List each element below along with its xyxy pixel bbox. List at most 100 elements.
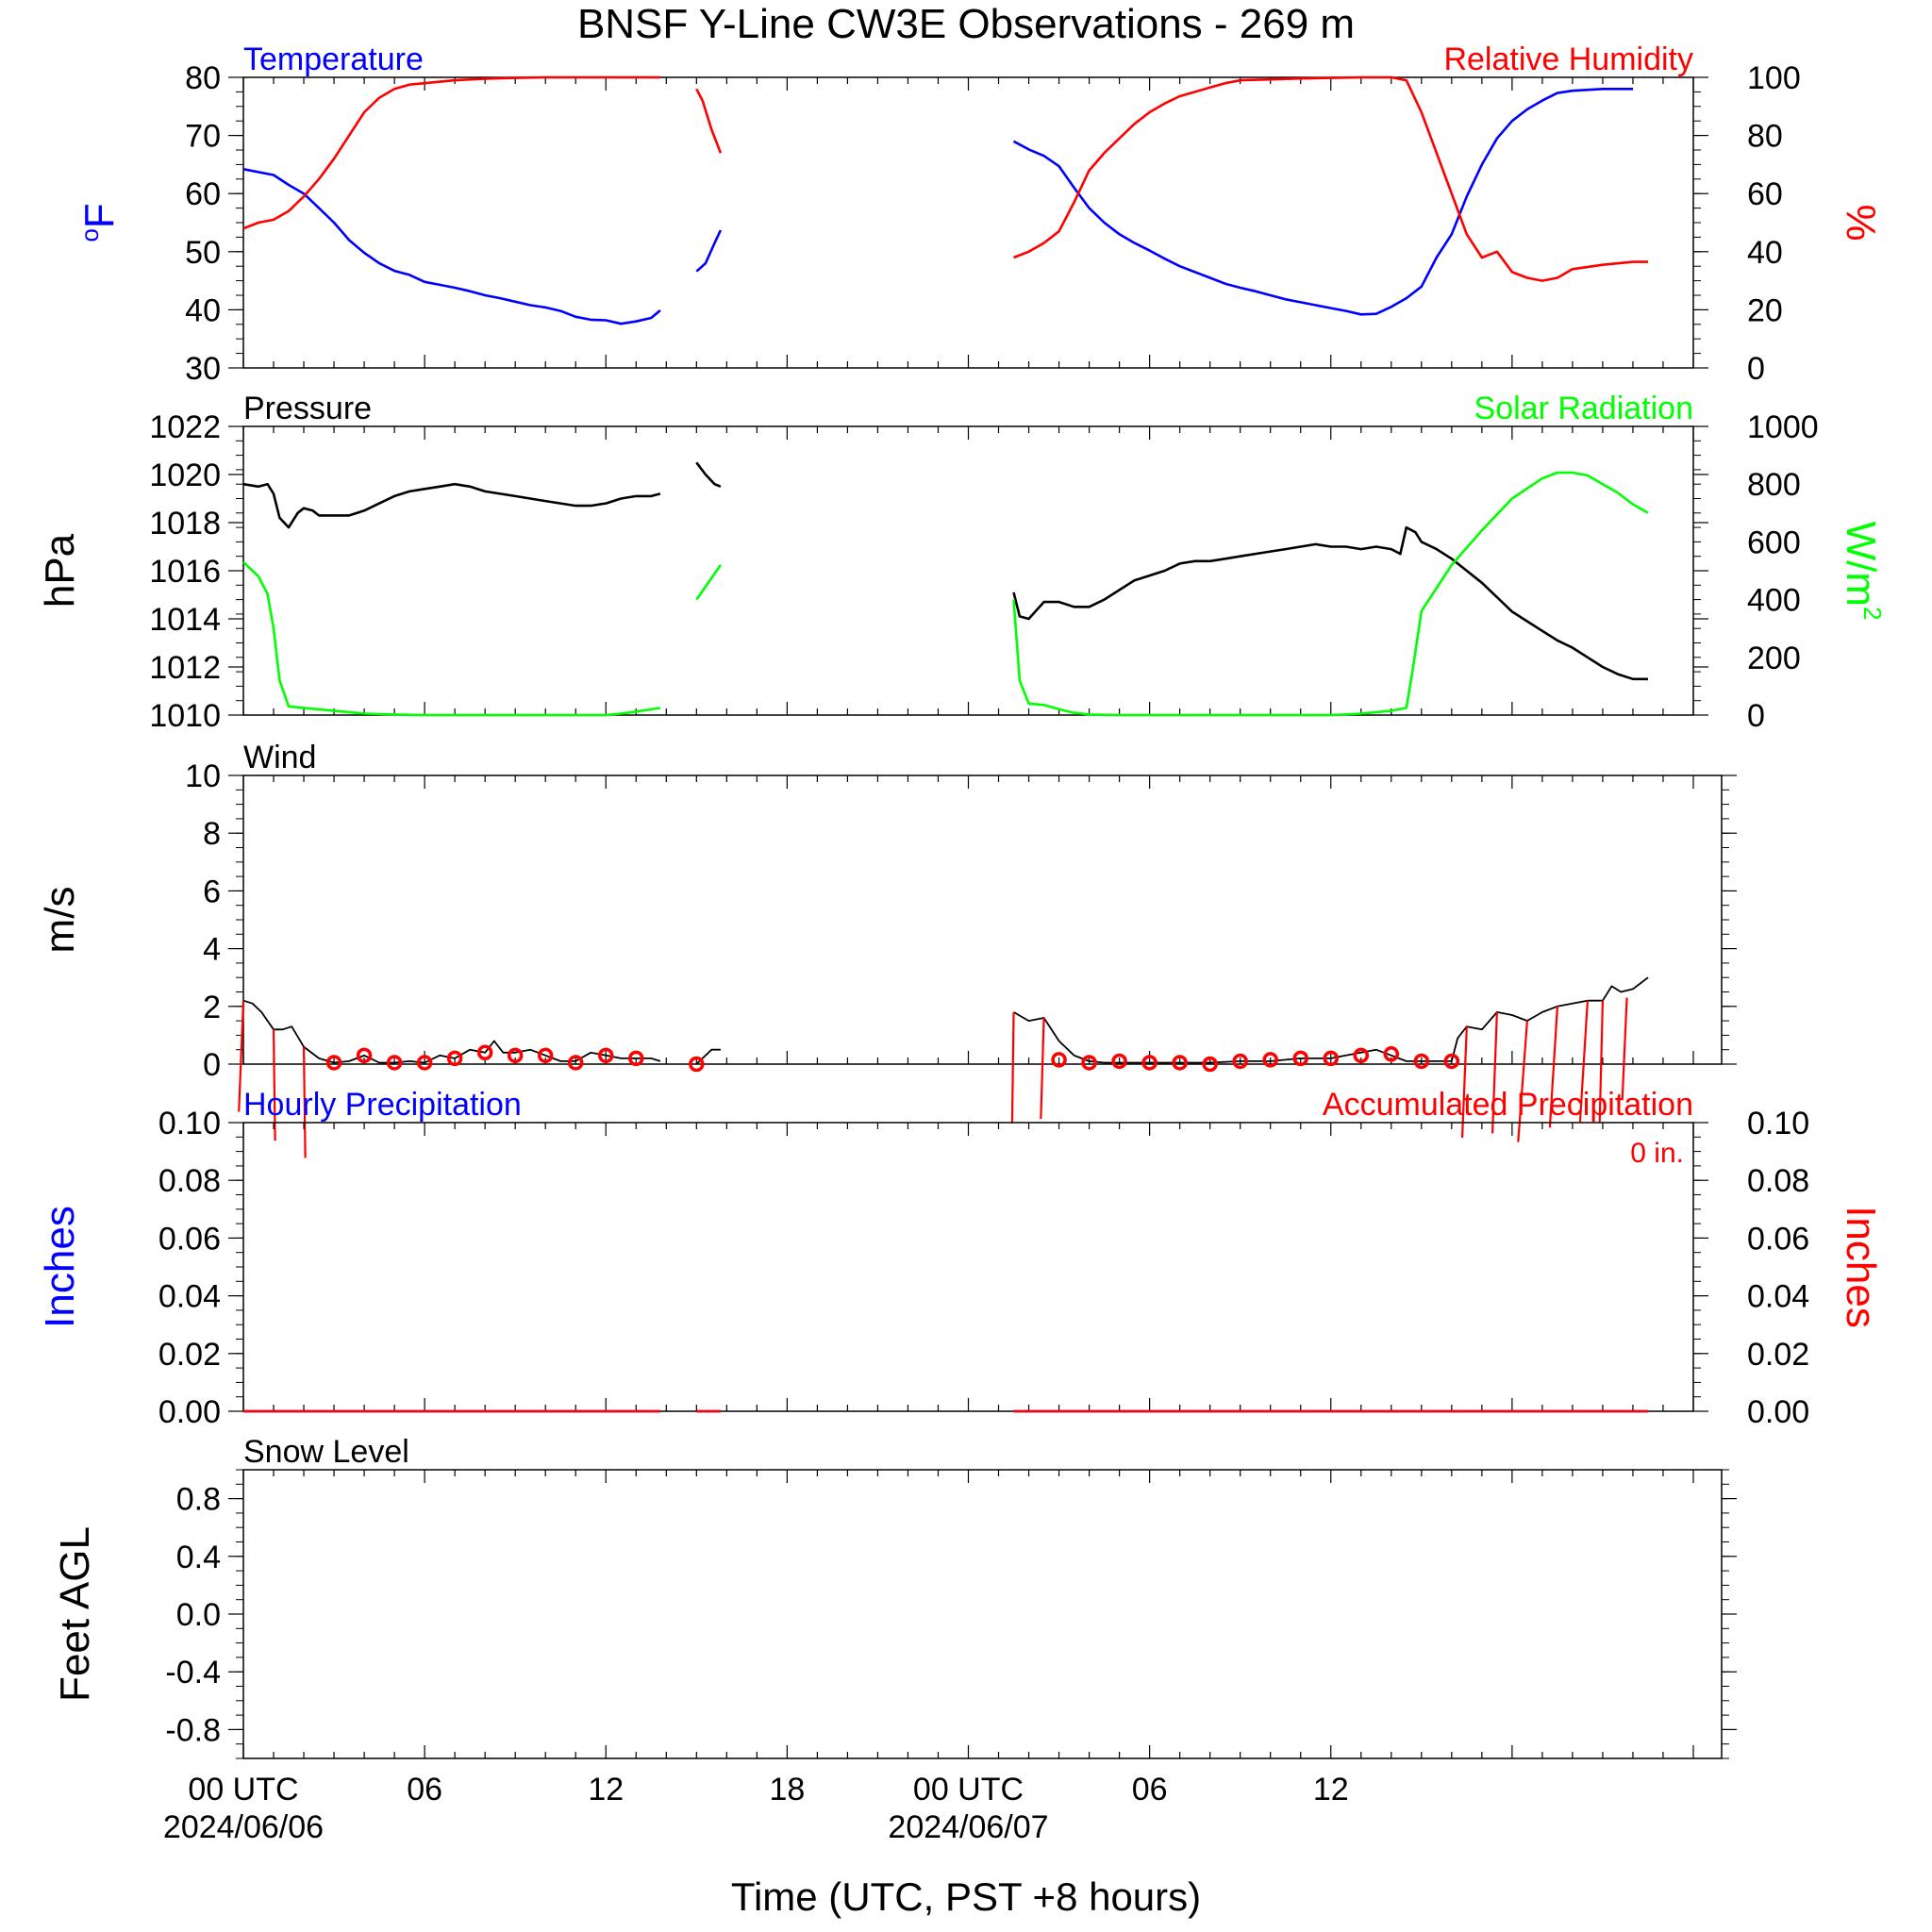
y-tick-label-left: 50	[185, 235, 221, 271]
calm-wind-marker	[1353, 1047, 1370, 1064]
y-tick-label-right: 0.10	[1747, 1106, 1809, 1141]
panel-frame	[242, 1122, 1694, 1412]
y-tick-label-left: 8	[203, 816, 221, 852]
y-tick-label-right: 100	[1747, 60, 1801, 96]
x-tick-label: 00 UTC	[188, 1772, 298, 1807]
x-tick-sublabel: 2024/06/06	[163, 1809, 324, 1845]
series-line-temperature	[242, 168, 661, 325]
y-tick-label-right: 0.02	[1747, 1337, 1809, 1373]
panel-frame	[242, 774, 1723, 1065]
wind-barb	[1460, 1026, 1468, 1139]
y-tick-label-left: 0.0	[176, 1597, 221, 1633]
series-line-temperature	[1012, 88, 1633, 316]
panel-snow-level: -0.8 -0.4 0.0 0.4 0.8 Snow Level Feet AGL	[52, 1434, 1737, 1759]
wind-barb	[1040, 1018, 1045, 1120]
y-tick-label-right: 1000	[1747, 409, 1819, 445]
y-tick-label-left: 30	[185, 351, 221, 387]
calm-wind-marker	[1111, 1053, 1127, 1070]
y-tick-label-right: 0	[1747, 351, 1765, 387]
x-tick-sublabel: 2024/06/07	[888, 1809, 1048, 1845]
y-tick-label-right: 0	[1747, 698, 1765, 734]
series-line-humidity	[242, 75, 660, 230]
panel-title-left: Pressure	[243, 391, 372, 426]
wind-barb	[1621, 997, 1628, 1099]
wind-barb	[1548, 1006, 1559, 1128]
y-tick-label-left: 6	[203, 874, 221, 909]
y-tick-label-left: 1012	[149, 650, 221, 686]
panel-title-right: Solar Radiation	[1474, 391, 1693, 426]
y-tick-label-right: 400	[1747, 583, 1801, 619]
y-tick-label-left: -0.4	[165, 1655, 221, 1690]
calm-wind-marker	[537, 1047, 554, 1064]
wind-barb	[1010, 1011, 1015, 1124]
panel-pressure-solar: 1010 1012 1014 1016 1018 1020 1022 0 200 400 600 80…	[37, 391, 1887, 734]
calm-wind-marker	[1232, 1053, 1248, 1070]
panel-title-left: Wind	[243, 740, 316, 775]
y-axis-label-left: Inches	[37, 1206, 83, 1328]
y-tick-label-right: 0.08	[1747, 1163, 1809, 1199]
y-tick-label-right: 20	[1747, 292, 1783, 328]
y-tick-label-left: 0.00	[158, 1394, 221, 1430]
x-axis-label: Time (UTC, PST +8 hours)	[731, 1874, 1201, 1919]
y-tick-label-right: 40	[1747, 235, 1783, 271]
y-tick-label-left: 70	[185, 119, 221, 155]
accum-total-annotation: 0 in.	[1630, 1138, 1684, 1169]
series-line-pressure	[695, 461, 722, 489]
y-tick-label-right: 0.00	[1747, 1394, 1809, 1430]
series-line-wind	[1013, 976, 1649, 1064]
series-line-pressure	[1012, 525, 1648, 681]
wind-barb	[1598, 1000, 1605, 1123]
calm-wind-marker	[1172, 1055, 1188, 1071]
y-tick-label-left: 1022	[149, 409, 221, 445]
y-axis-label-right: Inches	[1838, 1206, 1884, 1328]
y-tick-label-left: 0.8	[176, 1482, 221, 1518]
y-tick-label-left: 0.06	[158, 1221, 221, 1257]
y-tick-label-left: 0.04	[158, 1279, 221, 1315]
calm-wind-marker	[1413, 1053, 1430, 1070]
y-tick-label-right: 200	[1747, 641, 1801, 676]
y-tick-label-right: 60	[1747, 176, 1783, 212]
y-axis-label-right: W/m2	[1838, 522, 1887, 621]
y-tick-label-left: 2	[203, 990, 221, 1025]
y-axis-label-right: %	[1838, 204, 1884, 241]
series-line-wind	[695, 1048, 721, 1065]
calm-wind-marker	[325, 1055, 342, 1071]
x-tick-label: 00 UTC	[913, 1772, 1024, 1807]
calm-wind-marker	[1383, 1046, 1400, 1062]
y-tick-label-left: 1010	[149, 698, 221, 734]
y-tick-label-left: 4	[203, 932, 221, 968]
panel-precipitation: 0.00 0.02 0.04 0.06 0.08 0.10 0.00 0.02 0.04 0.06…	[37, 1087, 1884, 1430]
panel-title-left: Temperature	[243, 42, 424, 77]
calm-wind-marker	[416, 1055, 433, 1071]
panel-temperature-humidity: 30 40 50 60 70 80 0 20 40 60 80 100 Temperature Relat…	[75, 42, 1884, 387]
wind-barb	[1491, 1011, 1498, 1134]
panel-title-left: Snow Level	[243, 1434, 409, 1470]
y-tick-label-left: 1016	[149, 554, 221, 590]
y-tick-label-left: 1020	[149, 458, 221, 493]
unit-letter: F	[76, 203, 123, 228]
y-tick-label-left: 0.10	[158, 1106, 221, 1141]
calm-wind-marker	[386, 1055, 403, 1071]
calm-wind-marker	[1292, 1050, 1308, 1067]
x-tick-label: 18	[769, 1772, 805, 1807]
panel-title-right: Accumulated Precipitation	[1323, 1087, 1693, 1123]
y-axis-label-left: hPa	[37, 533, 83, 608]
calm-wind-marker	[446, 1050, 463, 1067]
wind-barb	[238, 1000, 245, 1112]
y-tick-label-left: 0.02	[158, 1337, 221, 1373]
y-tick-label-left: 1014	[149, 602, 221, 638]
y-axis-label-left: m/s	[37, 887, 83, 954]
x-tick-label: 12	[1313, 1772, 1349, 1807]
wind-barb	[1578, 1000, 1590, 1123]
series-line-humidity	[695, 88, 723, 154]
y-tick-label-left: 0	[203, 1047, 221, 1083]
wind-barb	[302, 1046, 307, 1158]
calm-wind-marker	[598, 1047, 614, 1064]
y-tick-label-right: 0.06	[1747, 1221, 1809, 1257]
unit-text: %	[1838, 204, 1884, 241]
y-tick-label-left: -0.8	[165, 1712, 221, 1748]
calm-wind-marker	[476, 1044, 493, 1061]
y-tick-label-right: 800	[1747, 467, 1801, 503]
calm-wind-marker	[1081, 1055, 1097, 1071]
series-line-solar	[1012, 471, 1649, 717]
